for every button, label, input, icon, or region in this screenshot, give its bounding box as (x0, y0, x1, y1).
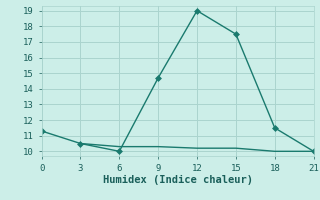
X-axis label: Humidex (Indice chaleur): Humidex (Indice chaleur) (103, 175, 252, 185)
